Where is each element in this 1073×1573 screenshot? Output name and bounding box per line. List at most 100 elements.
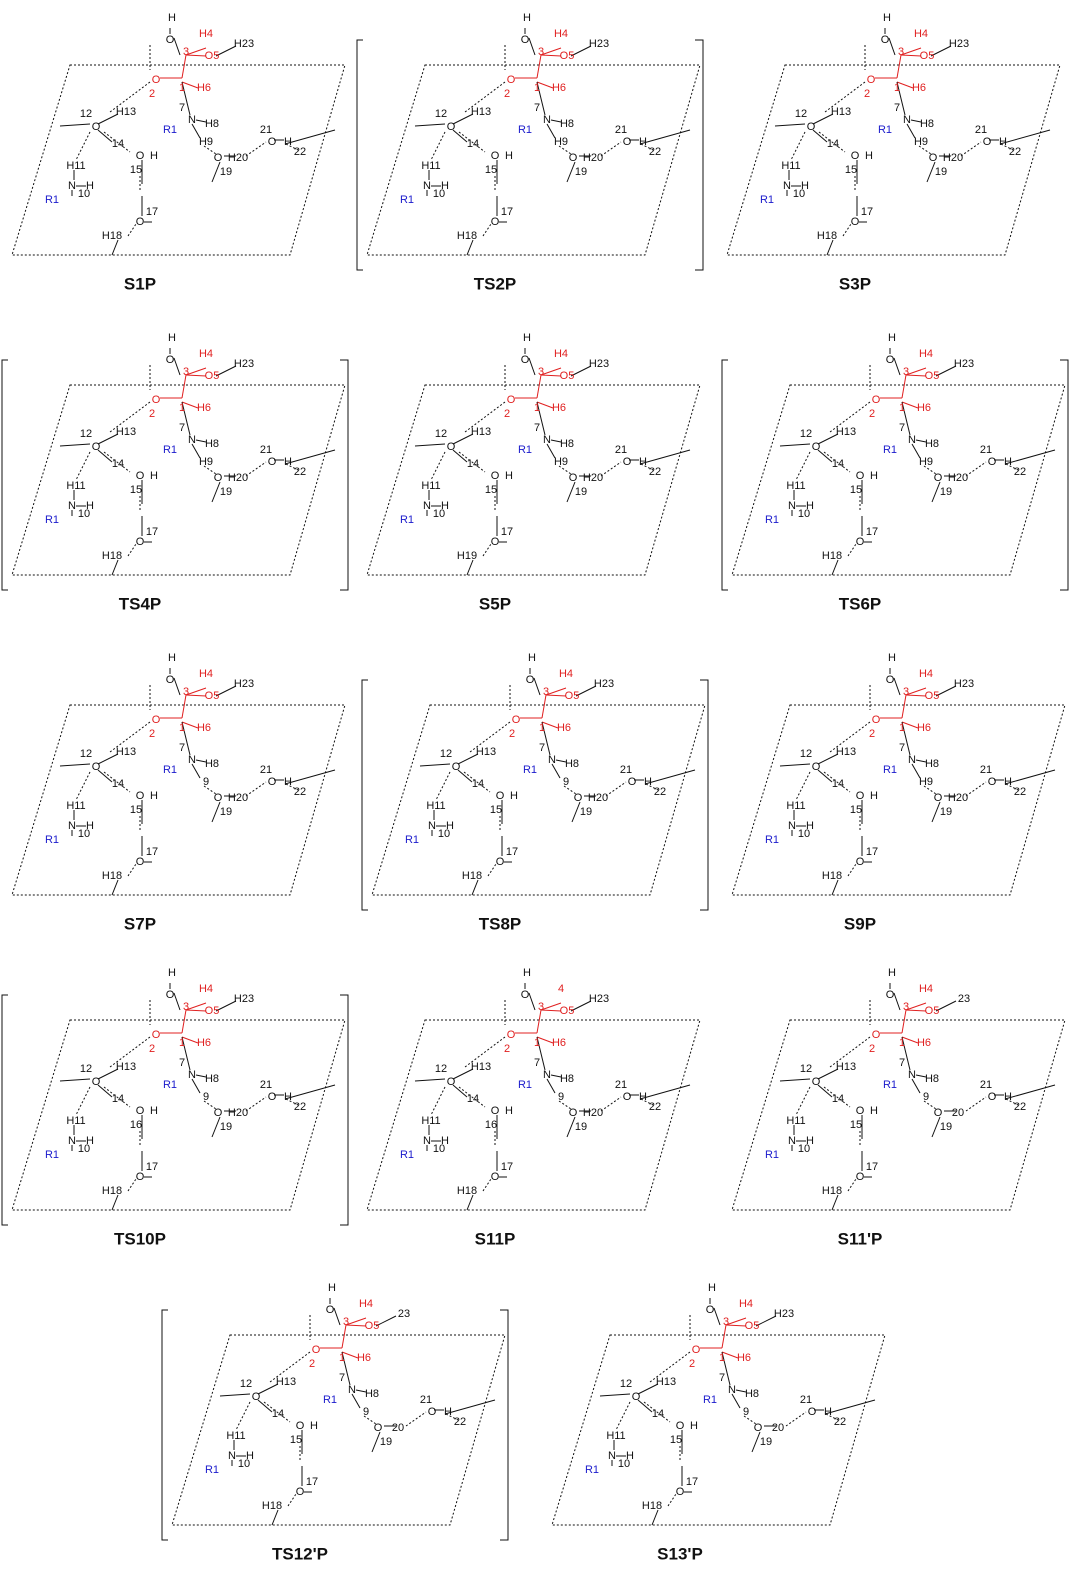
- atom-label: O: [268, 136, 277, 148]
- atom-label: 15: [670, 1434, 682, 1446]
- bond: [529, 993, 535, 1010]
- atom-label: O: [136, 216, 145, 228]
- bond: [212, 482, 220, 502]
- atom-label: H20: [228, 152, 248, 164]
- atom-label: 7: [899, 742, 905, 754]
- hydrogen-bond: [966, 782, 986, 796]
- atom-label: H8: [560, 118, 574, 130]
- atom-label: H: [86, 820, 94, 832]
- atom-label: 9: [203, 776, 209, 788]
- atom-label: N: [68, 820, 76, 832]
- bond: [889, 38, 895, 55]
- atom-label: 12: [80, 108, 92, 120]
- atom-label: H4: [359, 1298, 373, 1310]
- atom-label: 7: [179, 102, 185, 114]
- atom-label: H: [523, 12, 531, 24]
- atom-label: H: [806, 820, 814, 832]
- atom-label: O: [574, 792, 583, 804]
- atom-label: 15: [130, 484, 142, 496]
- hydrogen-bond: [236, 1402, 250, 1430]
- atom-label: H23: [234, 358, 254, 370]
- atom-label: H: [528, 652, 536, 664]
- atom-label: 17: [146, 526, 158, 538]
- atom-label: H18: [822, 1185, 842, 1197]
- atom-label: O: [856, 536, 865, 548]
- atom-label: R1: [400, 1149, 414, 1161]
- atom-label: H23: [949, 38, 969, 50]
- atom-label: 19: [940, 1121, 952, 1133]
- panel: HOH43O5H23O21H67NH8R1H912OH1314OH15H11N1…: [367, 332, 700, 614]
- atom-label: O: [268, 776, 277, 788]
- bond: [775, 124, 805, 126]
- atom-label: H: [444, 1406, 452, 1418]
- bond: [894, 358, 900, 375]
- atom-label: O: [692, 1344, 701, 1356]
- atom-label: O: [491, 536, 500, 548]
- atom-label: 1: [719, 1352, 725, 1364]
- atom-label: H: [505, 470, 513, 482]
- atom-label: O: [152, 714, 161, 726]
- atom-label: 14: [467, 458, 479, 470]
- atom-label: N: [348, 1384, 356, 1396]
- atom-label: 17: [501, 526, 513, 538]
- atom-label: 15: [850, 484, 862, 496]
- atom-label: H8: [205, 758, 219, 770]
- atom-label: O: [326, 1304, 335, 1316]
- atom-label: H13: [116, 746, 136, 758]
- atom-label: 3: [183, 46, 189, 58]
- atom-label: 21: [615, 444, 627, 456]
- atom-label: 1: [179, 722, 185, 734]
- atom-label: 20: [392, 1422, 404, 1434]
- atom-label: 3: [903, 686, 909, 698]
- atom-label: H13: [836, 426, 856, 438]
- bond: [600, 1394, 630, 1396]
- atom-label: H: [523, 967, 531, 979]
- atom-label: H20: [583, 472, 603, 484]
- atom-label: 21: [975, 124, 987, 136]
- atom-label: 14: [112, 458, 124, 470]
- atom-label: 22: [1009, 146, 1021, 158]
- atom-label: 1: [894, 82, 900, 94]
- atom-label: N: [68, 500, 76, 512]
- bond: [192, 764, 200, 778]
- atom-label: O: [812, 761, 821, 773]
- bond: [832, 1195, 838, 1210]
- atom-label: R1: [760, 194, 774, 206]
- atom-label: H6: [357, 1352, 371, 1364]
- bond: [827, 240, 833, 255]
- atom-label: H23: [774, 1308, 794, 1320]
- hydrogen-bond: [601, 1097, 621, 1111]
- atom-label: 7: [179, 742, 185, 754]
- atom-label: 15: [290, 1434, 302, 1446]
- atom-label: H: [505, 1105, 513, 1117]
- atom-label: O: [521, 34, 530, 46]
- bond: [567, 1117, 575, 1137]
- atom-label: O5: [365, 1320, 380, 1332]
- atom-label: 17: [861, 206, 873, 218]
- atom-label: 22: [1014, 786, 1026, 798]
- atom-label: 12: [800, 748, 812, 760]
- atom-label: H: [806, 1135, 814, 1147]
- bond: [534, 678, 540, 695]
- atom-label: 19: [220, 166, 232, 178]
- atom-label: O: [268, 456, 277, 468]
- atom-label: H23: [234, 38, 254, 50]
- atom-label: H9: [199, 456, 213, 468]
- panel: HO43O5H23O21H67NH8R1912OH1314OH16H11N10H…: [367, 967, 700, 1249]
- atom-label: O: [808, 1406, 817, 1418]
- bracket-right: [500, 1310, 508, 1540]
- atom-label: N: [543, 1069, 551, 1081]
- atom-label: 15: [850, 804, 862, 816]
- atom-label: H: [284, 456, 292, 468]
- hydrogen-bond: [431, 1087, 445, 1115]
- atom-label: 9: [558, 1091, 564, 1103]
- bond: [60, 444, 90, 446]
- bond: [825, 1400, 875, 1414]
- atom-label: 17: [686, 1476, 698, 1488]
- atom-label: H: [888, 332, 896, 344]
- atom-label: H11: [66, 800, 85, 812]
- atom-label: O: [491, 470, 500, 482]
- bond: [1005, 450, 1055, 464]
- atom-label: O: [886, 989, 895, 1001]
